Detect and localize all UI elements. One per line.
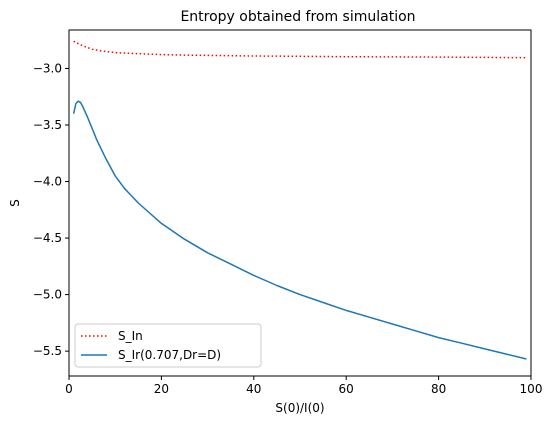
y-axis-label: S bbox=[8, 199, 22, 207]
y-tick-label: −5.5 bbox=[33, 344, 62, 358]
legend-label-s-ir: S_Ir(0.707,Dr=D) bbox=[118, 348, 221, 362]
x-tick-label: 40 bbox=[246, 382, 261, 396]
y-tick-label: −4.0 bbox=[33, 175, 62, 189]
x-axis-label: S(0)/I(0) bbox=[275, 401, 324, 415]
x-axis-ticks: 0 20 40 60 80 100 bbox=[65, 376, 542, 396]
chart-title: Entropy obtained from simulation bbox=[180, 9, 415, 25]
legend-box bbox=[74, 323, 262, 368]
y-tick-label: −3.5 bbox=[33, 118, 62, 132]
x-tick-label: 100 bbox=[520, 382, 543, 396]
series-line-s-in bbox=[73, 40, 527, 59]
x-tick-label: 0 bbox=[65, 382, 73, 396]
legend: S_In S_Ir(0.707,Dr=D) bbox=[74, 323, 262, 368]
x-tick-label: 80 bbox=[431, 382, 446, 396]
x-tick-label: 20 bbox=[154, 382, 169, 396]
y-axis-ticks: −3.0 −3.5 −4.0 −4.5 −5.0 −5.5 bbox=[33, 61, 69, 358]
y-tick-label: −4.5 bbox=[33, 231, 62, 245]
y-tick-label: −5.0 bbox=[33, 288, 62, 302]
plot-frame bbox=[68, 29, 532, 377]
y-tick-label: −3.0 bbox=[33, 61, 62, 75]
series-line-s-ir bbox=[72, 100, 527, 360]
legend-label-s-in: S_In bbox=[118, 329, 143, 343]
x-tick-label: 60 bbox=[339, 382, 354, 396]
plot-series bbox=[72, 40, 527, 360]
